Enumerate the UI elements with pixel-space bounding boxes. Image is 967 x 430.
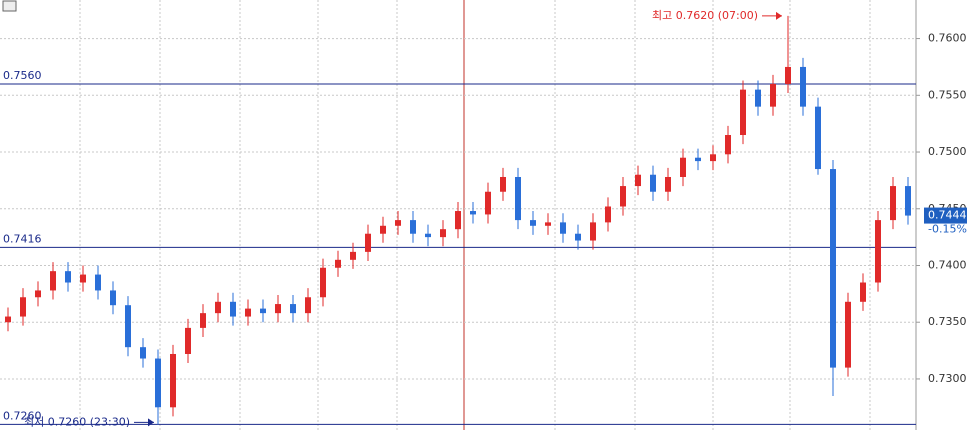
candle-body [890, 186, 896, 221]
candle-body [470, 211, 476, 215]
candle-body [515, 176, 521, 221]
low-annotation: 최저 0.7260 (23:30) [24, 415, 130, 428]
candle-body [245, 308, 251, 317]
candle-body [200, 313, 206, 328]
candle-body [560, 222, 566, 234]
y-tick-label: 0.7500 [928, 145, 967, 158]
candle-body [320, 267, 326, 298]
candle-body [770, 83, 776, 107]
candle-body [710, 154, 716, 162]
candle-body [575, 233, 581, 241]
candle-body [680, 157, 686, 177]
candle-body [125, 305, 131, 348]
candle-body [665, 176, 671, 192]
candle-body [185, 327, 191, 354]
candle-body [80, 274, 86, 283]
candle-body [95, 274, 101, 291]
candle-body [545, 222, 551, 226]
candle-body [50, 271, 56, 291]
candle-body [230, 301, 236, 317]
candle-body [440, 229, 446, 238]
candle-body [425, 233, 431, 238]
candle-body [740, 89, 746, 136]
candle-body [590, 222, 596, 241]
candle-body [155, 358, 161, 408]
candle-body [215, 301, 221, 314]
candle-body [695, 157, 701, 162]
candle-body [65, 271, 71, 283]
candle-body [755, 89, 761, 107]
y-tick-label: 0.7350 [928, 315, 967, 328]
y-tick-label: 0.7550 [928, 88, 967, 101]
candle-body [845, 301, 851, 368]
candle-body [830, 169, 836, 368]
change-label: -0.15% [928, 223, 967, 236]
candle-body [335, 259, 341, 268]
candle-body [875, 220, 881, 283]
candle-body [815, 106, 821, 170]
arrow-head [776, 11, 782, 20]
level-label: 0.7260 [3, 409, 42, 422]
candle-body [170, 353, 176, 408]
candle-body [785, 66, 791, 84]
high-annotation: 최고 0.7620 (07:00) [652, 9, 758, 22]
candle-body [140, 347, 146, 359]
candle-body [350, 251, 356, 260]
level-label: 0.7560 [3, 69, 42, 82]
candle-body [290, 304, 296, 314]
candle-body [500, 176, 506, 192]
candle-body [485, 191, 491, 215]
candle-body [800, 66, 806, 107]
candle-body [455, 211, 461, 230]
candle-body [20, 297, 26, 317]
candle-body [35, 290, 41, 298]
arrow-head [148, 418, 154, 427]
menu-icon[interactable] [2, 0, 17, 12]
candle-body [305, 297, 311, 314]
candle-body [365, 233, 371, 252]
candle-body [275, 304, 281, 314]
level-label: 0.7416 [3, 232, 42, 245]
y-tick-label: 0.7600 [928, 32, 967, 45]
candle-body [260, 308, 266, 314]
candle-body [650, 174, 656, 192]
candle-body [5, 316, 11, 323]
candle-body [410, 220, 416, 234]
candle-body [725, 135, 731, 155]
candle-body [605, 206, 611, 223]
y-tick-label: 0.7300 [928, 372, 967, 385]
candle-body [905, 186, 911, 216]
candle-body [395, 220, 401, 226]
candle-body [620, 186, 626, 207]
candle-body [860, 282, 866, 302]
y-tick-label: 0.7400 [928, 258, 967, 271]
candle-body [635, 174, 641, 187]
candle-body [110, 290, 116, 306]
candle-body [530, 220, 536, 226]
price-tag-label: 0.7444 [928, 209, 967, 222]
price-tag [924, 207, 967, 224]
candle-body [380, 225, 386, 234]
